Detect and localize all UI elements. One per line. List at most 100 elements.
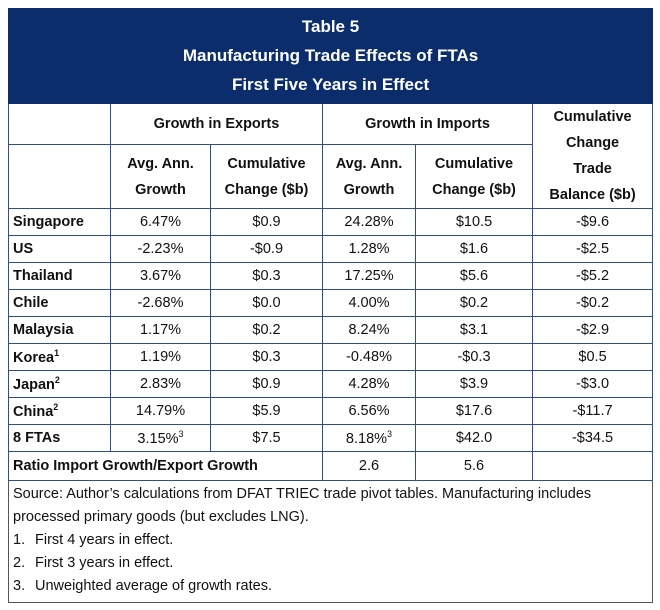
value: 1.17% bbox=[139, 322, 182, 338]
value: -0.48% bbox=[346, 349, 392, 365]
footnote-text: First 3 years in effect. bbox=[35, 555, 174, 571]
header-line: Growth bbox=[343, 181, 395, 198]
table-row: Singapore 6.47% $0.9 24.28% $10.5 -$9.6 bbox=[8, 208, 654, 236]
balance-cell: -$3.0 bbox=[531, 370, 654, 398]
footnote-marker: 2 bbox=[54, 375, 60, 386]
exp-growth-cell: -2.68% bbox=[110, 289, 211, 317]
header-line: Change bbox=[565, 135, 620, 151]
balance-cell: -$0.2 bbox=[531, 289, 654, 317]
table-row: Korea1 1.19% $0.3 -0.48% -$0.3 $0.5 bbox=[8, 343, 654, 371]
header-line: Balance ($b) bbox=[549, 187, 636, 203]
imp-growth-cell: 4.28% bbox=[322, 370, 416, 398]
exp-cum-cell: $0.3 bbox=[210, 343, 323, 371]
value: 3.67% bbox=[139, 268, 182, 284]
notes: Source: Author’s calculations from DFAT … bbox=[7, 480, 654, 603]
empty-header bbox=[8, 144, 111, 209]
imp-cum-cell: $1.6 bbox=[415, 235, 533, 263]
header-line: Change ($b) bbox=[432, 181, 516, 198]
imp-cum-cell: $17.6 bbox=[415, 397, 533, 425]
exp-growth-cell: 1.17% bbox=[110, 316, 211, 344]
footnote-marker: 3 bbox=[387, 429, 393, 440]
footnote-number: 2. bbox=[13, 555, 26, 571]
header-line: Avg. Ann. bbox=[335, 155, 403, 172]
empty-cell bbox=[531, 451, 654, 481]
imp-growth-cell: 8.18%3 bbox=[322, 424, 416, 452]
table-title: Table 5 Manufacturing Trade Effects of F… bbox=[7, 8, 654, 104]
header-line: Growth bbox=[135, 181, 186, 198]
label-text: Malaysia bbox=[13, 322, 74, 338]
table-row: Chile -2.68% $0.0 4.00% $0.2 -$0.2 bbox=[8, 289, 654, 317]
imp-cum-cell: -$0.3 bbox=[415, 343, 533, 371]
row-label: Korea1 bbox=[8, 343, 111, 371]
exp-growth-cell: 3.67% bbox=[110, 262, 211, 290]
imp-cum-cell: $10.5 bbox=[415, 208, 533, 236]
value: 3.15% bbox=[137, 430, 179, 447]
imp-cum-cell: $5.6 bbox=[415, 262, 533, 290]
value: 2.83% bbox=[139, 376, 182, 392]
header-line: Cumulative bbox=[553, 109, 632, 125]
label-text: 8 FTAs bbox=[13, 430, 61, 446]
table-row: Thailand 3.67% $0.3 17.25% $5.6 -$5.2 bbox=[8, 262, 654, 290]
footnote: 1. First 4 years in effect. bbox=[13, 529, 648, 552]
ratio-label: Ratio Import Growth/Export Growth bbox=[8, 451, 323, 481]
imp-growth-header: Avg. Ann. Growth bbox=[322, 144, 416, 209]
row-label: Chile bbox=[8, 289, 111, 317]
title-line: Manufacturing Trade Effects of FTAs bbox=[182, 46, 479, 65]
header-line: Change ($b) bbox=[224, 181, 309, 198]
label-text: Japan bbox=[13, 376, 55, 393]
value: 6.56% bbox=[348, 403, 390, 419]
value: 8.18% bbox=[345, 430, 388, 447]
value: 14.79% bbox=[135, 403, 186, 419]
balance-cell: -$5.2 bbox=[531, 262, 654, 290]
imp-growth-cell: 6.56% bbox=[322, 397, 416, 425]
table-row: Japan2 2.83% $0.9 4.28% $3.9 -$3.0 bbox=[8, 370, 654, 398]
footnote-marker: 2 bbox=[53, 402, 59, 413]
exp-cum-cell: $0.2 bbox=[210, 316, 323, 344]
row-label: China2 bbox=[8, 397, 111, 425]
row-label: 8 FTAs bbox=[8, 424, 111, 452]
label-text: Chile bbox=[13, 295, 49, 311]
exp-growth-cell: 2.83% bbox=[110, 370, 211, 398]
exp-cum-cell: $5.9 bbox=[210, 397, 323, 425]
label-text: Thailand bbox=[13, 268, 73, 284]
label-text: Singapore bbox=[13, 214, 84, 230]
imp-cum-cell: $42.0 bbox=[415, 424, 533, 452]
value: 4.00% bbox=[348, 295, 390, 311]
row-label: Malaysia bbox=[8, 316, 111, 344]
exp-cum-cell: -$0.9 bbox=[210, 235, 323, 263]
imp-growth-cell: 8.24% bbox=[322, 316, 416, 344]
footnote: 2. First 3 years in effect. bbox=[13, 552, 648, 575]
exp-growth-cell: 14.79% bbox=[110, 397, 211, 425]
balance-cell: $0.5 bbox=[531, 343, 654, 371]
header-line: Trade bbox=[573, 161, 612, 177]
label-text: Korea bbox=[13, 349, 55, 366]
exp-cum-cell: $0.9 bbox=[210, 370, 323, 398]
title-line: Table 5 bbox=[301, 17, 360, 36]
footnote-marker: 3 bbox=[178, 429, 184, 440]
table-container: Table 5 Manufacturing Trade Effects of F… bbox=[7, 8, 654, 603]
value: 8.24% bbox=[348, 322, 390, 338]
balance-header: Cumulative Change Trade Balance ($b) bbox=[531, 103, 654, 209]
exp-growth-cell: -2.23% bbox=[110, 235, 211, 263]
exp-growth-cell: 6.47% bbox=[110, 208, 211, 236]
value: -2.23% bbox=[137, 241, 184, 257]
source-note: Source: Author’s calculations from DFAT … bbox=[13, 486, 592, 525]
ratio-cum: 5.6 bbox=[415, 451, 533, 481]
row-label: Singapore bbox=[8, 208, 111, 236]
value: -2.68% bbox=[137, 295, 184, 311]
footnote: 3. Unweighted average of growth rates. bbox=[13, 575, 648, 598]
header-line: Avg. Ann. bbox=[127, 155, 194, 172]
balance-cell: -$34.5 bbox=[531, 424, 654, 452]
table-row: Malaysia 1.17% $0.2 8.24% $3.1 -$2.9 bbox=[8, 316, 654, 344]
footnote-number: 3. bbox=[13, 578, 26, 594]
imp-cum-cell: $3.9 bbox=[415, 370, 533, 398]
exports-group-header: Growth in Exports bbox=[110, 102, 323, 146]
imp-growth-cell: 24.28% bbox=[322, 208, 416, 236]
exp-growth-header: Avg. Ann. Growth bbox=[110, 144, 211, 209]
imp-growth-cell: 17.25% bbox=[322, 262, 416, 290]
title-line: First Five Years in Effect bbox=[231, 75, 430, 94]
value: 4.28% bbox=[348, 376, 390, 392]
value: 24.28% bbox=[344, 214, 394, 230]
imp-growth-cell: 4.00% bbox=[322, 289, 416, 317]
label-text: China bbox=[13, 403, 54, 420]
